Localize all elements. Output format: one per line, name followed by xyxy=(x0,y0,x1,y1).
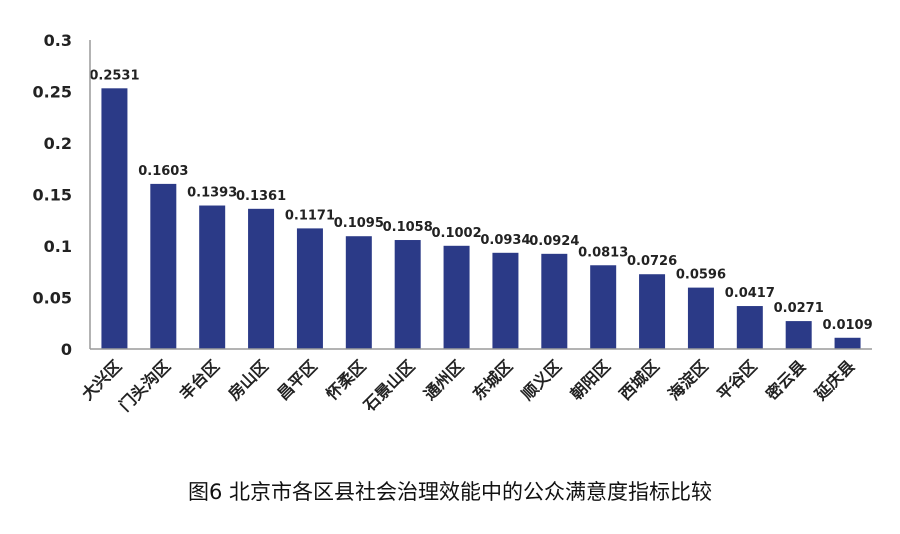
data-label: 0.2531 xyxy=(89,68,139,83)
y-tick-label: 0.1 xyxy=(44,237,72,256)
y-axis: 0 0.05 0.1 0.15 0.2 0.25 0.3 xyxy=(33,31,72,359)
category-label: 房山区 xyxy=(225,356,272,403)
data-label: 0.1095 xyxy=(334,216,384,231)
bars xyxy=(101,88,861,349)
category-label: 西城区 xyxy=(616,356,663,403)
bar xyxy=(590,265,617,349)
data-label: 0.0813 xyxy=(578,245,628,260)
category-label: 朝阳区 xyxy=(567,356,614,403)
category-label: 通州区 xyxy=(420,356,467,403)
data-labels: 0.25310.16030.13930.13610.11710.10950.10… xyxy=(89,68,872,332)
y-tick-label: 0 xyxy=(61,340,72,359)
category-label: 顺义区 xyxy=(518,356,565,403)
y-tick-label: 0.3 xyxy=(44,31,72,50)
category-label: 怀柔区 xyxy=(322,356,369,403)
bar xyxy=(248,208,275,349)
data-label: 0.0934 xyxy=(480,233,530,248)
data-label: 0.0271 xyxy=(774,301,824,316)
bar xyxy=(394,240,421,349)
y-tick-label: 0.15 xyxy=(33,186,72,205)
category-label: 海淀区 xyxy=(664,356,711,403)
data-label: 0.1058 xyxy=(383,220,433,235)
bar xyxy=(199,205,226,349)
bar xyxy=(443,245,470,349)
bar xyxy=(101,88,128,349)
category-label: 延庆县 xyxy=(810,356,858,404)
bar xyxy=(785,321,812,349)
category-label: 平谷区 xyxy=(713,356,760,403)
bar xyxy=(639,274,666,349)
bar xyxy=(687,287,714,349)
data-label: 0.1361 xyxy=(236,189,286,204)
data-label: 0.0726 xyxy=(627,254,677,269)
bar xyxy=(834,337,861,349)
data-label: 0.0417 xyxy=(725,286,775,301)
y-tick-label: 0.2 xyxy=(44,134,72,153)
bar xyxy=(150,183,177,349)
data-label: 0.0924 xyxy=(529,234,579,249)
data-label: 0.0596 xyxy=(676,268,726,283)
category-label: 门头沟区 xyxy=(115,356,174,415)
data-label: 0.1002 xyxy=(431,226,481,241)
data-label: 0.1171 xyxy=(285,208,335,223)
category-label: 丰台区 xyxy=(176,356,223,403)
category-label: 东城区 xyxy=(469,356,516,403)
bar xyxy=(296,228,323,349)
y-tick-label: 0.05 xyxy=(33,289,72,308)
figure-caption: 图6 北京市各区县社会治理效能中的公众满意度指标比较 xyxy=(187,480,713,504)
category-label: 密云县 xyxy=(761,356,809,404)
bar xyxy=(492,252,519,349)
category-label: 昌平区 xyxy=(273,356,320,403)
bar xyxy=(541,253,568,349)
data-label: 0.1603 xyxy=(138,164,188,179)
y-tick-label: 0.25 xyxy=(33,83,72,102)
bar xyxy=(345,236,372,349)
bar xyxy=(736,306,763,349)
data-label: 0.1393 xyxy=(187,186,237,201)
category-label: 大兴区 xyxy=(78,356,125,403)
category-label: 石景山区 xyxy=(359,356,418,415)
data-label: 0.0109 xyxy=(822,318,872,333)
